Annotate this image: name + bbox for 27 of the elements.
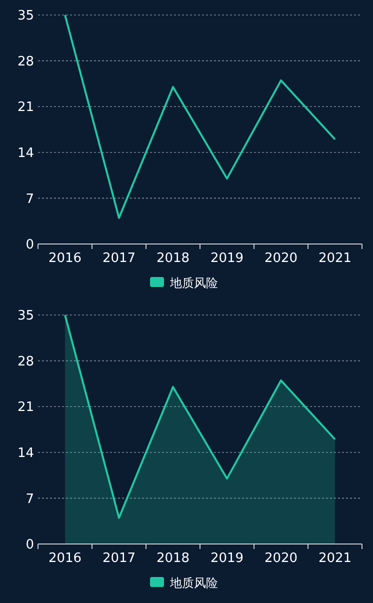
y-tick-label: 35 (17, 308, 34, 324)
x-tick-label: 2016 (48, 551, 82, 566)
y-tick-label: 28 (17, 354, 34, 370)
x-tick-label: 2021 (318, 251, 352, 266)
y-tick-label: 14 (17, 146, 34, 161)
y-tick-label: 21 (17, 400, 34, 416)
x-tick-label: 2019 (210, 551, 244, 566)
x-tick-label: 2020 (264, 551, 298, 566)
x-tick-label: 2019 (210, 251, 244, 266)
x-tick-label: 2016 (48, 251, 82, 266)
line-series (64, 14, 336, 219)
y-tick-label: 7 (26, 492, 34, 507)
y-tick-label: 14 (17, 446, 34, 461)
x-tick-label: 2018 (156, 251, 190, 266)
x-tick-label: 2021 (318, 551, 352, 566)
y-tick-label: 0 (26, 538, 34, 553)
x-tick-label: 2017 (102, 551, 136, 566)
y-tick-label: 0 (26, 238, 34, 253)
x-tick-label: 2017 (102, 251, 136, 266)
y-tick-label: 21 (17, 100, 34, 116)
x-tick-label: 2018 (156, 551, 190, 566)
y-tick-label: 7 (26, 192, 34, 207)
y-tick-label: 35 (17, 8, 34, 24)
x-tick-label: 2020 (264, 251, 298, 266)
legend-label: 地质风险 (169, 576, 218, 590)
y-tick-label: 28 (17, 54, 34, 70)
legend-label: 地质风险 (169, 276, 218, 290)
